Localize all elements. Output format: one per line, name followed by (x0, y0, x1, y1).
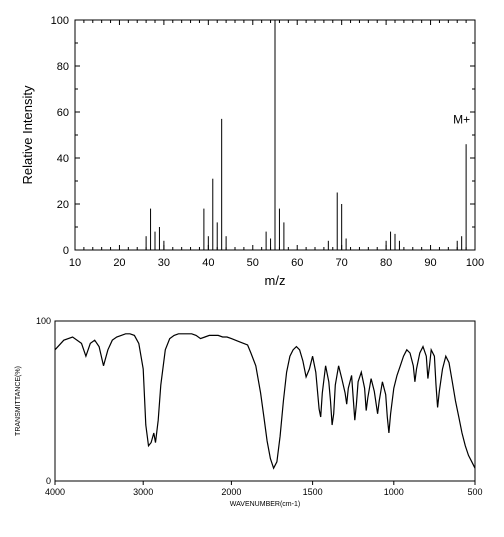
svg-text:100: 100 (51, 15, 69, 27)
svg-text:3000: 3000 (133, 487, 153, 497)
ir-spectrum-chart: 0 100 4000 3000 2000 1500 1000 500 TRANSMITTAN… (0, 306, 504, 526)
ms-xlabel: m/z (265, 273, 286, 288)
svg-text:80: 80 (57, 61, 69, 73)
svg-text:50: 50 (247, 257, 259, 269)
svg-text:40: 40 (57, 153, 69, 165)
ms-ylabel: Relative Intensity (20, 85, 35, 184)
svg-text:20: 20 (113, 257, 125, 269)
ir-xlabel: WAVENUMBER(cm-1) (230, 501, 300, 508)
ms-plot-area: 0 20 40 60 80 100 10 20 30 40 50 60 70 80 90 100 Relat… (20, 15, 484, 288)
svg-text:40: 40 (202, 257, 214, 269)
svg-text:60: 60 (291, 257, 303, 269)
svg-text:0: 0 (63, 245, 69, 257)
svg-text:60: 60 (57, 107, 69, 119)
mass-spectrum-chart: 0 20 40 60 80 100 10 20 30 40 50 60 70 80 90 100 Relat… (0, 0, 504, 300)
svg-text:1000: 1000 (384, 487, 404, 497)
svg-text:70: 70 (336, 257, 348, 269)
svg-text:500: 500 (467, 487, 482, 497)
svg-text:100: 100 (36, 316, 51, 326)
svg-text:90: 90 (424, 257, 436, 269)
ir-plot-area: 0 100 4000 3000 2000 1500 1000 500 TRANSMITTAN… (15, 316, 483, 508)
ms-annotation: M+ (453, 113, 470, 127)
svg-text:2000: 2000 (221, 487, 241, 497)
svg-text:80: 80 (380, 257, 392, 269)
ir-ylabel: TRANSMITTANCE(%) (15, 366, 22, 436)
svg-text:4000: 4000 (45, 487, 65, 497)
svg-text:100: 100 (466, 257, 484, 269)
svg-text:10: 10 (69, 257, 81, 269)
svg-text:30: 30 (158, 257, 170, 269)
svg-text:20: 20 (57, 199, 69, 211)
svg-text:1500: 1500 (303, 487, 323, 497)
svg-text:0: 0 (46, 476, 51, 486)
ir-xticks: 4000 3000 2000 1500 1000 500 (45, 481, 483, 497)
